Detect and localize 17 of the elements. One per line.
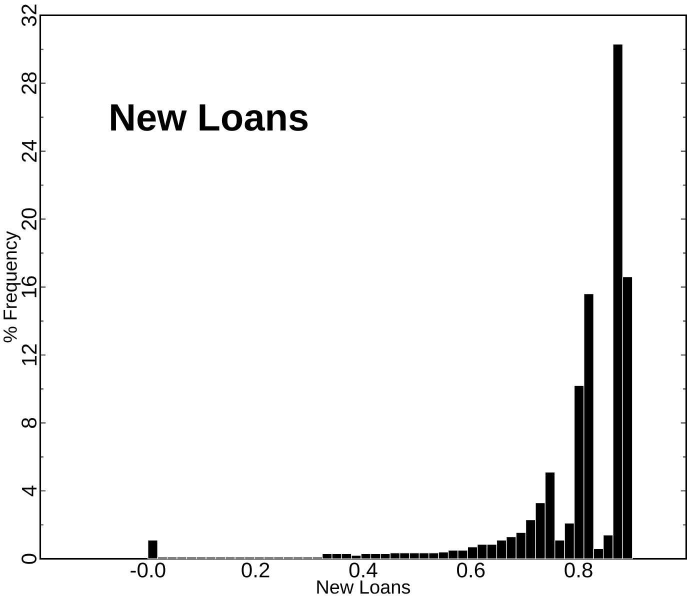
y-tick-label: 20 bbox=[22, 208, 36, 230]
y-tick-label: 12 bbox=[22, 344, 37, 365]
text: New Loans bbox=[111, 104, 308, 131]
x-tick-label: -0.0 bbox=[130, 562, 166, 578]
x-tick-label: 0.2 bbox=[242, 562, 270, 578]
y-tick-label: 4 bbox=[22, 485, 37, 496]
y-tick-label: 16 bbox=[22, 276, 36, 298]
y-tick-label: 32 bbox=[22, 4, 36, 26]
x-tick-label: 0.4 bbox=[349, 562, 378, 578]
y-tick-label: 8 bbox=[22, 418, 36, 428]
y-tick-label: 24 bbox=[22, 140, 37, 162]
y-tick-label: 0 bbox=[22, 554, 36, 564]
y-axis-title: % Frequency bbox=[4, 230, 21, 342]
x-tick-label: 0.6 bbox=[457, 562, 485, 578]
x-axis-title: New Loans bbox=[317, 580, 410, 594]
y-tick-label: 28 bbox=[22, 72, 36, 94]
x-tick-label: 0.8 bbox=[564, 562, 592, 578]
